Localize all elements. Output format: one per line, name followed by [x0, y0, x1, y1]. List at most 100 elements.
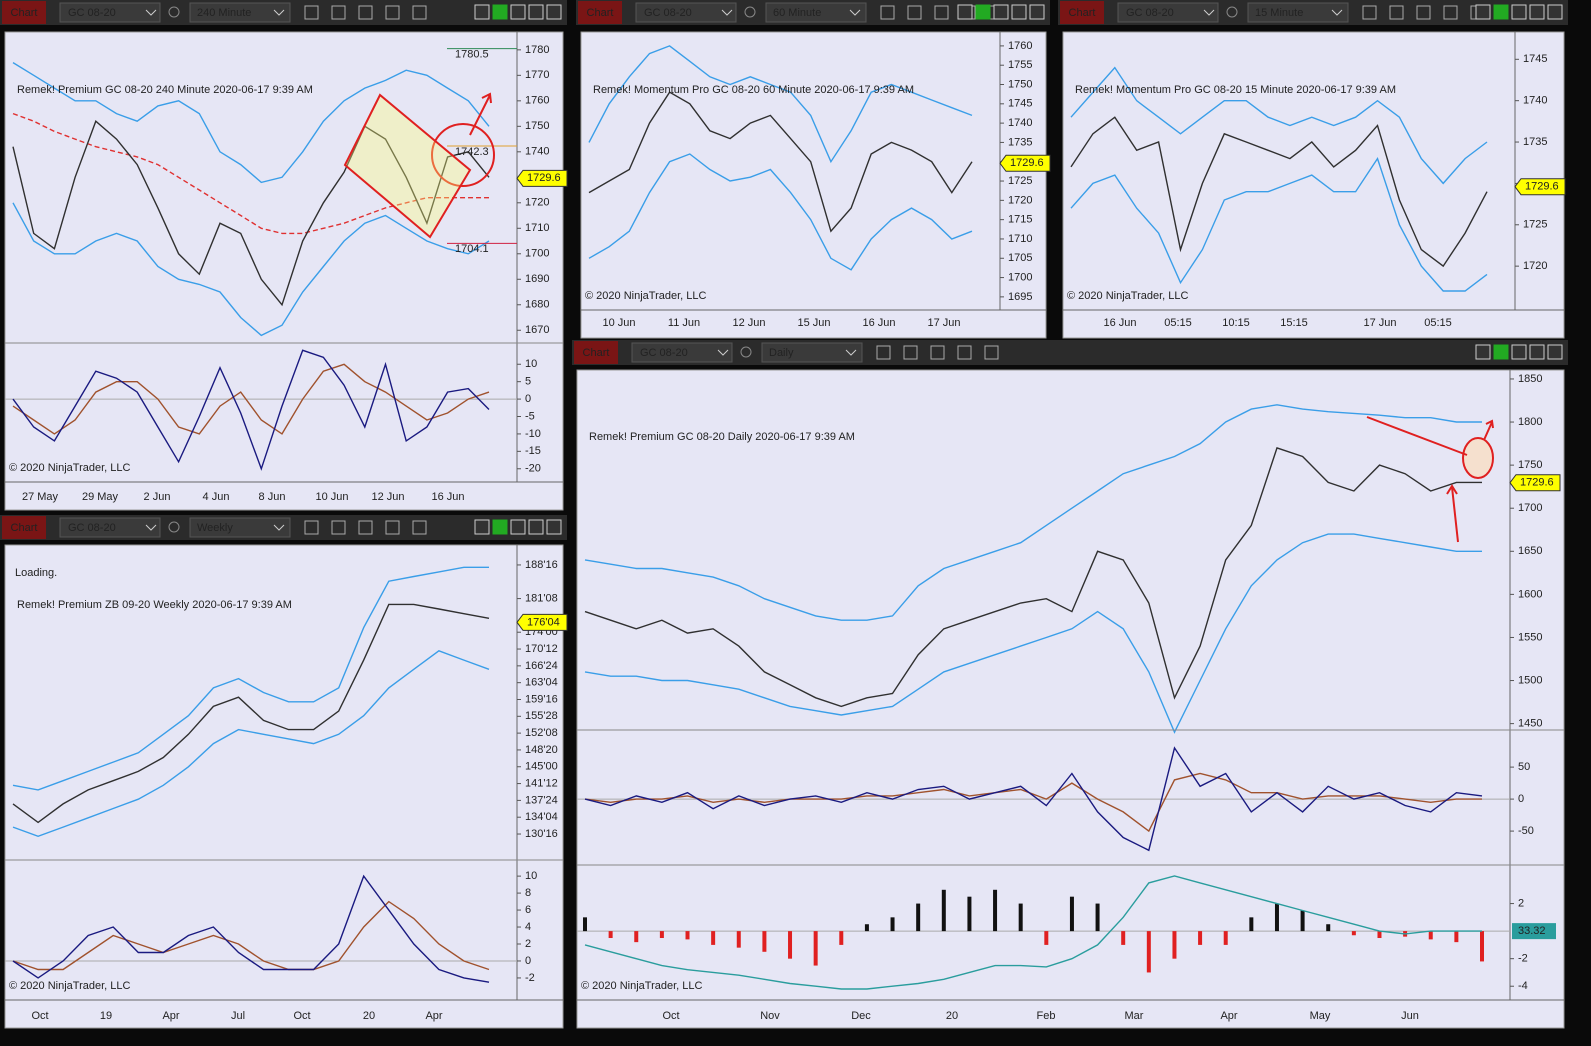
symbol-dropdown[interactable] — [59, 2, 161, 23]
annotation-arrow — [1483, 419, 1494, 441]
window-button[interactable] — [510, 4, 526, 20]
window-button[interactable] — [1475, 4, 1491, 20]
tool-icon[interactable] — [412, 520, 427, 535]
series-line — [584, 746, 1483, 852]
tool-icon[interactable] — [934, 5, 949, 20]
y-tick-label: 1500 — [1518, 674, 1542, 686]
histogram-bar — [864, 924, 869, 932]
chart-tab[interactable] — [574, 341, 618, 364]
series-line — [12, 603, 490, 824]
y-tick-label: -5 — [525, 410, 535, 422]
search-icon[interactable] — [168, 521, 180, 533]
tool-icon[interactable] — [876, 345, 891, 360]
tool-icon[interactable] — [984, 345, 999, 360]
chart-tab[interactable] — [2, 1, 46, 24]
tool-icon[interactable] — [1389, 5, 1404, 20]
tool-icon[interactable] — [880, 5, 895, 20]
window-button[interactable] — [1529, 344, 1545, 360]
tool-icon[interactable] — [907, 5, 922, 20]
search-icon[interactable] — [168, 6, 180, 18]
x-tick-label: Apr — [162, 1010, 179, 1022]
symbol-dropdown[interactable] — [631, 342, 733, 363]
tool-icon[interactable] — [1443, 5, 1458, 20]
window-button[interactable] — [474, 519, 490, 535]
tool-icon[interactable] — [385, 520, 400, 535]
interval-dropdown[interactable] — [189, 517, 291, 538]
search-icon[interactable] — [740, 346, 752, 358]
symbol-label: GC 08-20 — [1126, 7, 1174, 19]
tool-icon[interactable] — [930, 345, 945, 360]
y-tick-label: 50 — [1518, 761, 1530, 773]
window-button[interactable] — [546, 519, 562, 535]
chart-tab[interactable] — [1060, 1, 1104, 24]
histogram-bar — [788, 931, 793, 959]
window-button[interactable] — [528, 4, 544, 20]
histogram-bar — [583, 917, 587, 932]
interval-dropdown[interactable] — [1247, 2, 1349, 23]
window-button[interactable] — [1547, 4, 1563, 20]
window-button[interactable] — [957, 4, 973, 20]
tool-icon[interactable] — [1416, 5, 1431, 20]
tool-icon[interactable] — [903, 345, 918, 360]
dropdown-arrow — [721, 9, 733, 16]
histogram-bar — [967, 896, 972, 932]
window-button[interactable] — [492, 519, 508, 535]
tool-icon[interactable] — [331, 5, 346, 20]
x-tick-label: 11 Jun — [668, 317, 700, 329]
copyright: © 2020 NinjaTrader, LLC — [581, 980, 702, 992]
window-button[interactable] — [1529, 4, 1545, 20]
search-icon[interactable] — [1226, 6, 1238, 18]
y-tick-label: 130'16 — [525, 828, 558, 840]
interval-dropdown[interactable] — [761, 342, 863, 363]
window-button[interactable] — [1547, 344, 1563, 360]
series-line — [1070, 157, 1488, 292]
chart-title: Remek! Premium ZB 09-20 Weekly 2020-06-1… — [17, 599, 292, 611]
window-button[interactable] — [975, 4, 991, 20]
interval-dropdown[interactable] — [765, 2, 867, 23]
tool-icon[interactable] — [412, 5, 427, 20]
tool-icon[interactable] — [358, 520, 373, 535]
symbol-dropdown[interactable] — [1117, 2, 1219, 23]
tool-icon[interactable] — [331, 520, 346, 535]
y-tick-label: 1760 — [525, 95, 549, 107]
window-button[interactable] — [1011, 4, 1027, 20]
chart-title: Remek! Momentum Pro GC 08-20 15 Minute 2… — [1075, 84, 1396, 96]
window-button[interactable] — [1511, 344, 1527, 360]
tool-icon[interactable] — [957, 345, 972, 360]
x-tick-label: 05:15 — [1424, 317, 1452, 329]
x-tick-label: 27 May — [22, 491, 59, 503]
tool-icon[interactable] — [304, 520, 319, 535]
y-tick-label: 166'24 — [525, 660, 558, 672]
window-button[interactable] — [1475, 344, 1491, 360]
window-button[interactable] — [510, 519, 526, 535]
window-button[interactable] — [492, 4, 508, 20]
symbol-dropdown[interactable] — [59, 517, 161, 538]
tool-icon[interactable] — [385, 5, 400, 20]
y-tick-label: 134'04 — [525, 811, 558, 823]
dropdown-arrow — [1203, 9, 1215, 16]
tool-icon[interactable] — [1362, 5, 1377, 20]
search-icon[interactable] — [744, 6, 756, 18]
x-tick-label: Dec — [851, 1010, 871, 1022]
window-button[interactable] — [528, 519, 544, 535]
chart-tab[interactable] — [578, 1, 622, 24]
tool-icon[interactable] — [358, 5, 373, 20]
dropdown-arrow — [849, 9, 861, 16]
y-tick-label: 10 — [525, 870, 537, 882]
histogram-bar — [736, 931, 741, 948]
histogram-bar — [1095, 903, 1100, 932]
y-tick-label: 1745 — [1523, 53, 1547, 65]
window-button[interactable] — [1493, 344, 1509, 360]
tool-icon[interactable] — [304, 5, 319, 20]
chart-tab[interactable] — [2, 516, 46, 539]
symbol-dropdown[interactable] — [635, 2, 737, 23]
chart-tab-label: Chart — [11, 7, 38, 19]
y-tick-label: -2 — [525, 972, 535, 984]
interval-dropdown[interactable] — [189, 2, 291, 23]
window-button[interactable] — [546, 4, 562, 20]
window-button[interactable] — [1029, 4, 1045, 20]
window-button[interactable] — [474, 4, 490, 20]
window-button[interactable] — [1511, 4, 1527, 20]
window-button[interactable] — [993, 4, 1009, 20]
window-button[interactable] — [1493, 4, 1509, 20]
